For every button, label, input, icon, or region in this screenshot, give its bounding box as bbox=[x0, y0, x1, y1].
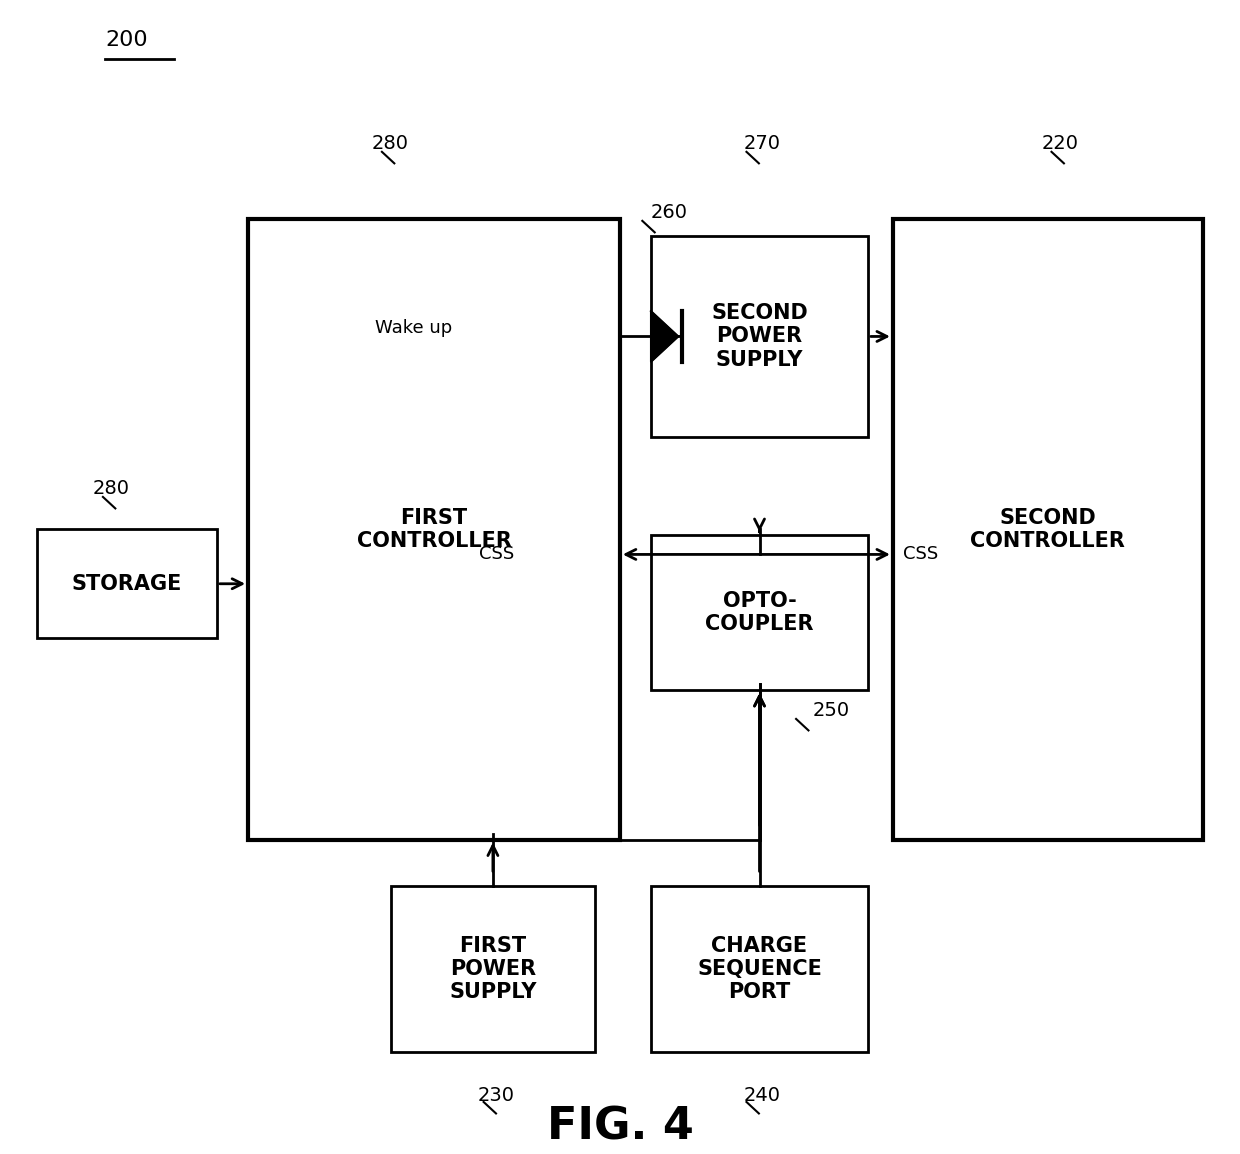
Bar bbox=[651, 235, 868, 437]
Text: FIG. 4: FIG. 4 bbox=[547, 1106, 693, 1148]
Text: 260: 260 bbox=[651, 203, 688, 223]
Bar bbox=[651, 886, 868, 1052]
Text: CHARGE
SEQUENCE
PORT: CHARGE SEQUENCE PORT bbox=[697, 936, 822, 1003]
Text: 250: 250 bbox=[812, 702, 849, 720]
Text: 280: 280 bbox=[372, 134, 409, 153]
Text: CSS: CSS bbox=[480, 546, 515, 563]
Bar bbox=[391, 886, 595, 1052]
Text: 230: 230 bbox=[477, 1086, 515, 1104]
Text: SECOND
CONTROLLER: SECOND CONTROLLER bbox=[971, 508, 1125, 550]
Text: 200: 200 bbox=[105, 30, 148, 51]
Text: CSS: CSS bbox=[903, 546, 937, 563]
Text: 220: 220 bbox=[1042, 134, 1079, 153]
Text: 280: 280 bbox=[93, 479, 130, 499]
Text: SECOND
POWER
SUPPLY: SECOND POWER SUPPLY bbox=[711, 304, 808, 369]
Bar bbox=[893, 218, 1203, 840]
Text: FIRST
CONTROLLER: FIRST CONTROLLER bbox=[357, 508, 511, 550]
Bar bbox=[651, 534, 868, 690]
Bar bbox=[37, 530, 217, 638]
Text: 240: 240 bbox=[744, 1086, 781, 1104]
Text: FIRST
POWER
SUPPLY: FIRST POWER SUPPLY bbox=[449, 936, 537, 1003]
Bar bbox=[248, 218, 620, 840]
Text: 270: 270 bbox=[744, 134, 781, 153]
Text: OPTO-
COUPLER: OPTO- COUPLER bbox=[706, 591, 813, 634]
Text: Wake up: Wake up bbox=[376, 319, 453, 337]
Text: STORAGE: STORAGE bbox=[72, 574, 182, 594]
Polygon shape bbox=[651, 312, 678, 361]
